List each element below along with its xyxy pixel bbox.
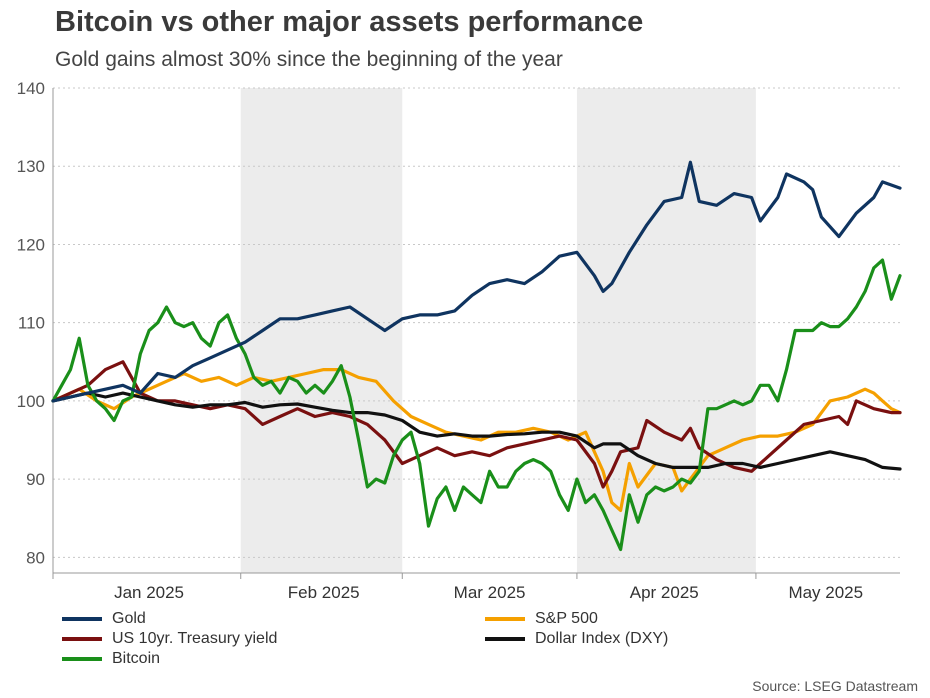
x-tick-label: May 2025 bbox=[788, 583, 863, 602]
series-line-bitcoin bbox=[51, 258, 902, 552]
chart-title: Bitcoin vs other major assets performanc… bbox=[55, 6, 644, 38]
x-tick-label: Apr 2025 bbox=[630, 583, 699, 602]
source-note: Source: LSEG Datastream bbox=[752, 678, 918, 694]
shaded-region-1 bbox=[576, 88, 756, 573]
series-line-dollar-index-dxy bbox=[51, 391, 902, 471]
legend-label-dxy: Dollar Index (DXY) bbox=[535, 630, 669, 647]
y-tick-label: 130 bbox=[17, 157, 45, 176]
legend-swatch-bitcoin bbox=[62, 657, 102, 661]
y-tick-label: 80 bbox=[26, 548, 45, 567]
legend-label-treasury: US 10yr. Treasury yield bbox=[112, 630, 278, 647]
legend-item-sp500: S&P 500 bbox=[485, 610, 598, 628]
x-tick-label: Jan 2025 bbox=[114, 583, 184, 602]
y-tick-label: 100 bbox=[17, 392, 45, 411]
legend-swatch-sp500 bbox=[485, 617, 525, 621]
legend-item-dxy: Dollar Index (DXY) bbox=[485, 630, 668, 648]
legend-label-sp500: S&P 500 bbox=[535, 610, 598, 627]
legend-swatch-treasury bbox=[62, 637, 102, 641]
x-tick-label: Mar 2025 bbox=[454, 583, 526, 602]
legend-label-bitcoin: Bitcoin bbox=[112, 650, 161, 667]
shaded-region-0 bbox=[240, 88, 403, 573]
legend-item-bitcoin: Bitcoin bbox=[62, 650, 160, 668]
y-tick-label: 110 bbox=[18, 314, 45, 333]
legend-swatch-gold bbox=[62, 617, 102, 621]
legend-item-gold: Gold bbox=[62, 610, 146, 628]
x-tick-label: Feb 2025 bbox=[288, 583, 360, 602]
y-tick-label: 120 bbox=[17, 235, 45, 254]
legend-swatch-dxy bbox=[485, 637, 525, 641]
series-line-us-10yr-treasury-yield bbox=[51, 360, 902, 489]
y-tick-label: 140 bbox=[17, 79, 45, 98]
chart-legend: Gold S&P 500 US 10yr. Treasury yield Dol… bbox=[62, 610, 862, 670]
series-line-s-p-500 bbox=[51, 368, 902, 512]
chart-subtitle: Gold gains almost 30% since the beginnin… bbox=[55, 48, 563, 71]
y-tick-label: 90 bbox=[26, 470, 45, 489]
legend-label-gold: Gold bbox=[112, 610, 146, 627]
series-line-gold bbox=[51, 160, 902, 403]
legend-item-treasury: US 10yr. Treasury yield bbox=[62, 630, 277, 648]
